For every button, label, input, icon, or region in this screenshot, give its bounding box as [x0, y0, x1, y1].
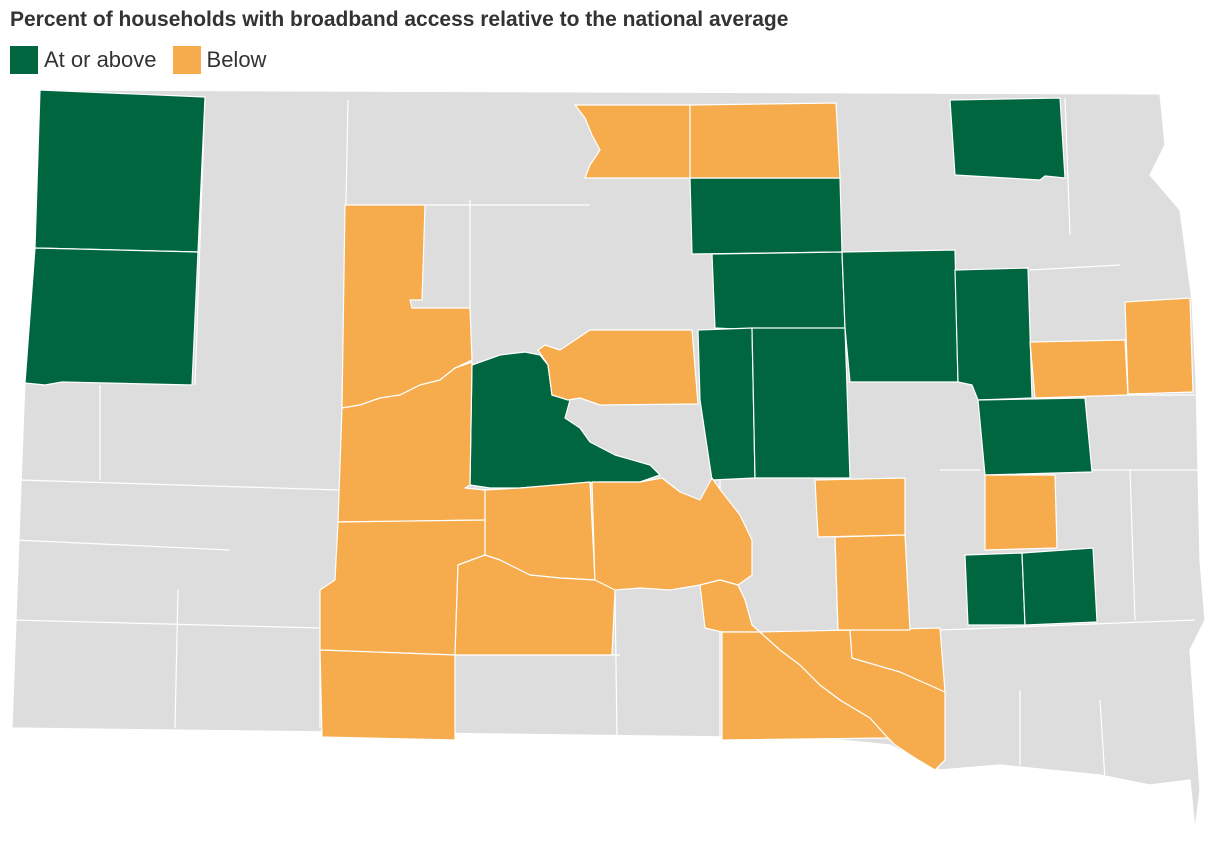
county-below-14 — [849, 627, 946, 693]
county-below-7 — [591, 477, 753, 591]
county-below-11 — [699, 579, 761, 633]
county-below-16 — [834, 534, 911, 631]
county-below-10 — [319, 649, 456, 741]
county-below-19 — [1124, 297, 1194, 395]
county-above-1 — [34, 89, 206, 253]
legend-label-below: Below — [206, 47, 267, 72]
county-below-9 — [454, 554, 616, 656]
legend-item-below: Below — [172, 46, 267, 74]
county-above-3 — [949, 97, 1066, 181]
county-below-2 — [689, 102, 841, 179]
legend: At or above Below — [10, 46, 282, 74]
legend-label-above: At or above — [44, 47, 157, 72]
county-above-7 — [954, 267, 1033, 401]
county-above-9 — [751, 327, 851, 479]
county-below-15 — [814, 477, 906, 538]
county-above-2 — [24, 247, 199, 386]
map-title: Percent of households with broadband acc… — [10, 8, 789, 31]
county-above-4 — [689, 177, 843, 255]
county-above-6 — [841, 249, 959, 383]
county-above-12 — [964, 552, 1026, 626]
county-above-5 — [711, 251, 846, 331]
legend-swatch-below — [172, 46, 201, 74]
county-above-8 — [697, 327, 756, 481]
county-above-13 — [1021, 547, 1098, 626]
county-above-10 — [977, 397, 1093, 476]
county-below-18 — [1029, 339, 1129, 399]
county-below-5 — [537, 329, 699, 406]
county-below-17 — [984, 474, 1058, 551]
legend-swatch-above — [10, 46, 38, 74]
legend-item-above: At or above — [10, 46, 157, 74]
